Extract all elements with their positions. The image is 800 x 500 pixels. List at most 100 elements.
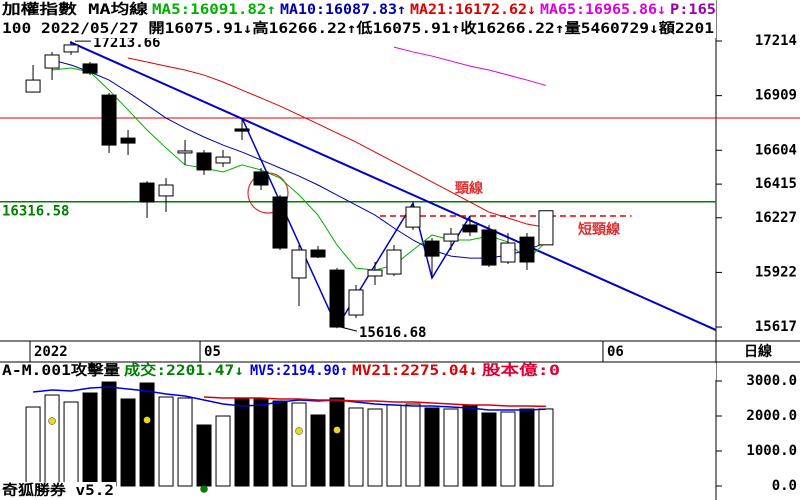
volume-bar	[481, 412, 497, 487]
volume-bar	[177, 397, 193, 487]
volume-bar	[234, 397, 250, 487]
y-tick-label: 16415	[755, 176, 797, 192]
volume-bar	[310, 414, 326, 487]
signal-dot	[333, 426, 341, 434]
candle-body	[386, 249, 402, 275]
candle-body	[329, 269, 345, 328]
y-tick-label: 0.0	[772, 478, 797, 494]
ma-line	[203, 396, 546, 408]
y-tick-label: 15922	[755, 264, 797, 280]
y-tick-label: 15617	[755, 319, 797, 335]
ma-line	[127, 57, 547, 229]
ma-line	[32, 386, 547, 411]
volume-bar	[443, 408, 459, 487]
y-tick-label: 1000.0	[746, 443, 797, 459]
volume-bar	[291, 402, 307, 487]
candle-body	[481, 229, 497, 266]
header-extra: P:165	[670, 2, 716, 18]
footer: 奇狐勝券 v5.2	[2, 482, 114, 499]
candle-body	[291, 249, 307, 279]
volume-bar	[329, 397, 345, 487]
header-extra: 股本億:0	[482, 362, 560, 379]
candle-body	[500, 242, 516, 263]
ma-line	[51, 59, 547, 259]
candle-body	[215, 156, 231, 164]
candle-body	[82, 63, 98, 74]
candle-body	[462, 224, 478, 233]
volume-bar	[519, 408, 535, 487]
high-label: 17213.66	[93, 35, 160, 51]
header-bg	[0, 0, 716, 38]
volume-bar	[386, 404, 402, 487]
candle-body	[139, 182, 155, 203]
neckline	[69, 41, 717, 331]
volume-bar	[25, 406, 41, 487]
y-tick-label: 16227	[755, 210, 797, 226]
volume-bar	[139, 382, 155, 487]
total-label: 成交:2201.47↓	[124, 362, 244, 379]
legend-entry: MA65:16965.86↓	[540, 2, 666, 18]
candle-body	[196, 152, 212, 171]
candle-body	[44, 54, 60, 69]
ma-line	[52, 67, 547, 271]
candle-body	[310, 249, 326, 258]
volume-bar	[196, 424, 212, 487]
x-tick-label: 06	[607, 344, 624, 360]
volume-bar	[158, 396, 174, 487]
y-tick-label: 16909	[755, 88, 797, 104]
volume-bar	[424, 407, 440, 487]
candle-body	[234, 128, 250, 132]
volume-bar	[405, 403, 421, 487]
y-tick-label: 16604	[755, 142, 797, 158]
volume-bar	[500, 411, 516, 487]
legend-entry: MV5:2194.90↑	[250, 363, 348, 379]
neckline-label: 頸線	[455, 180, 483, 197]
footer-bg	[0, 482, 116, 500]
short-neckline-label: 短頸線	[578, 221, 620, 238]
period-label: 日線	[744, 343, 772, 360]
low-pointer	[340, 326, 358, 332]
candle-body	[25, 79, 41, 93]
plot-layer	[0, 40, 800, 493]
candle-body	[63, 44, 79, 53]
candle-body	[443, 233, 459, 242]
chart-title: A-M.001攻擊量	[2, 362, 120, 379]
legend-entry: MA10:16087.83↑	[280, 2, 406, 18]
volume-bar	[348, 407, 364, 487]
legend-entry: MV21:2275.04↓	[352, 363, 478, 379]
candle-body	[367, 269, 383, 277]
candle-body	[120, 137, 136, 144]
y-tick-label: 17214	[755, 33, 797, 49]
volume-bar	[101, 381, 117, 487]
volume-bar	[253, 398, 269, 487]
volume-bar	[63, 401, 79, 487]
low-label: 15616.68	[359, 325, 426, 341]
candle-body	[158, 184, 174, 197]
candle-body	[101, 94, 117, 146]
legend-entry: MA5:16091.82↑	[152, 2, 276, 18]
volume-bar	[462, 404, 478, 487]
volume-bar	[120, 398, 136, 487]
y-tick-label: 3000.0	[746, 373, 797, 389]
x-tick-label: 05	[204, 344, 221, 360]
signal-dot	[200, 485, 208, 493]
candle-body	[272, 196, 288, 249]
volume-bar	[538, 408, 554, 487]
candle-body	[253, 171, 269, 186]
signal-dot	[143, 416, 151, 424]
legend-entry: MA21:16172.62↓	[410, 2, 536, 18]
candle-body	[348, 289, 364, 316]
candle-body	[405, 206, 421, 228]
candle-body	[538, 210, 554, 246]
ma-line	[393, 46, 547, 86]
header-bg	[0, 363, 716, 380]
x-tick-label: 2022	[34, 344, 68, 360]
signal-dot	[48, 417, 56, 425]
volume-bar	[82, 392, 98, 487]
candle-body	[424, 240, 440, 257]
volume-bar	[44, 394, 60, 487]
candle-body	[177, 150, 193, 154]
